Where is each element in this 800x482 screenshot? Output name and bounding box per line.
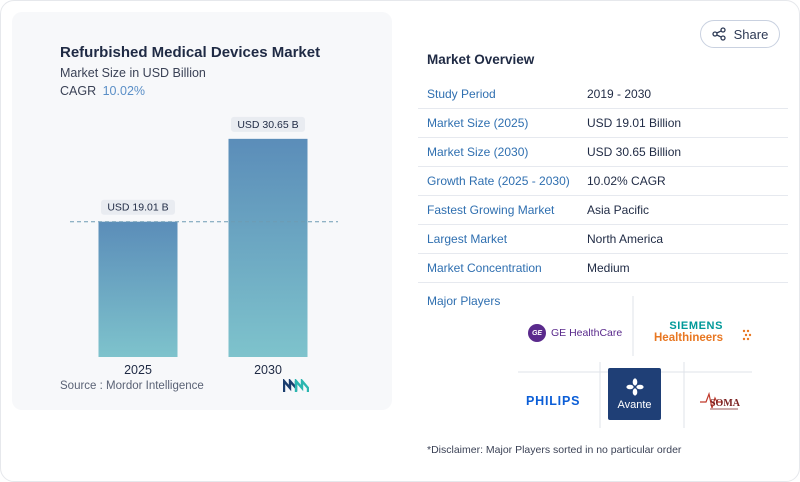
overview-label: Market Size (2025) [427,116,529,130]
ge-healthcare-name: GE HealthCare [551,327,623,339]
data-label-bg [101,199,175,215]
overview-row: Largest Market North America [418,225,788,254]
overview-label: Growth Rate (2025 - 2030) [427,174,570,188]
bar-2030 [228,138,308,357]
mordor-intelligence-logo-icon [283,379,309,392]
bar-2025 [98,221,178,357]
avante-flower-icon [625,377,644,396]
source-text: Source : Mordor Intelligence [60,380,204,392]
disclaimer-text: *Disclaimer: Major Players sorted in no … [427,444,682,456]
overview-value: 10.02% CAGR [587,174,666,188]
ge-monogram-icon: GE [528,324,546,342]
overview-label: Fastest Growing Market [427,203,555,217]
soma-logo-mark-icon: SOMA [700,391,741,410]
soma-logo[interactable]: SOMA [698,388,742,419]
chart-cagr: CAGR 10.02% [60,84,145,98]
siemens-line2: Healthineers [654,332,724,344]
avante-logo[interactable]: Avante [608,368,661,420]
overview-label: Market Size (2030) [427,145,529,159]
overview-row: Market Size (2030) USD 30.65 Billion [418,138,788,167]
overview-row: Growth Rate (2025 - 2030) 10.02% CAGR [418,167,788,196]
siemens-dots-icon [742,329,752,341]
major-players-label: Major Players [427,294,501,308]
cagr-label: CAGR [60,84,97,98]
x-tick-label: 2030 [254,363,282,377]
data-label: USD 19.01 B [107,202,168,214]
siemens-line1: SIEMENS [669,320,724,332]
overview-value: North America [587,232,664,246]
overview-row: Fastest Growing Market Asia Pacific [418,196,788,225]
x-tick-label: 2025 [124,363,152,377]
overview-label: Study Period [427,87,496,101]
chart-subtitle: Market Size in USD Billion [60,66,206,80]
overview-label: Largest Market [427,232,508,246]
overview-label: Market Concentration [427,261,542,275]
overview-value: Medium [587,261,630,275]
overview-value: Asia Pacific [587,203,650,217]
avante-name: Avante [617,398,652,411]
cagr-value: 10.02% [102,84,146,98]
ge-healthcare-logo[interactable]: GE GE HealthCare [528,324,622,342]
market-overview-title: Market Overview [427,52,535,67]
bar-chart: USD 19.01 B 2025 USD 30.65 B 2030 [70,116,338,377]
data-label: USD 30.65 B [237,119,298,131]
siemens-healthineers-logo[interactable]: SIEMENS Healthineers [654,320,752,344]
overview-row: Market Concentration Medium [418,254,788,283]
overview-value: USD 19.01 Billion [587,116,682,130]
market-overview-table: Study Period 2019 - 2030 Market Size (20… [418,80,788,283]
share-icon [711,27,726,41]
overview-row: Study Period 2019 - 2030 [418,80,788,109]
soma-name: SOMA [710,398,741,409]
overview-row: Market Size (2025) USD 19.01 Billion [418,109,788,138]
share-button[interactable]: Share [700,20,780,48]
overview-value: USD 30.65 Billion [587,145,682,159]
data-label-bg [231,116,305,132]
overview-value: 2019 - 2030 [587,87,652,101]
chart-title: Refurbished Medical Devices Market [60,44,321,61]
philips-logo[interactable]: PHILIPS [526,394,581,408]
chart-card [12,12,392,410]
share-label: Share [733,26,769,42]
